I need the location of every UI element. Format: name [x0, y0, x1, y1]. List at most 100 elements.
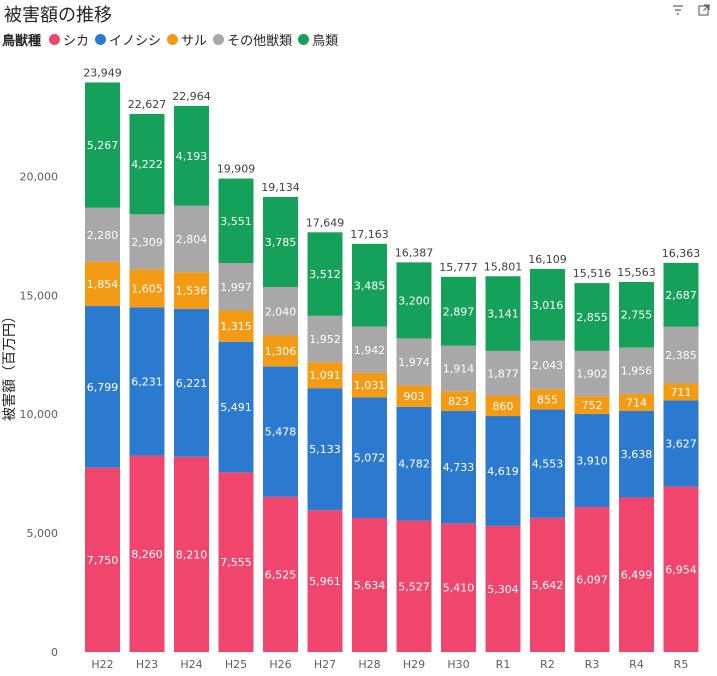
data-label: 6,954: [665, 563, 697, 576]
bar-segment: [218, 263, 254, 311]
bar-segment: [218, 178, 254, 264]
bar-segment: [352, 397, 387, 519]
bar-segment: [352, 243, 387, 327]
chart-header: 被害額の推移: [0, 0, 717, 28]
data-label: 1,877: [487, 367, 519, 380]
legend-marker-birds: [298, 33, 310, 45]
data-label: 5,634: [354, 579, 386, 592]
data-label: 1,306: [265, 345, 297, 358]
legend-title: 鳥獣種: [2, 33, 42, 49]
data-label: 6,221: [176, 377, 208, 390]
bar-segment: [352, 372, 387, 398]
bar-segment: [129, 455, 165, 652]
total-label: 23,949: [83, 66, 122, 79]
data-label: 5,267: [87, 139, 119, 152]
bar-segment: [574, 507, 610, 652]
bar-segment: [129, 307, 165, 456]
bar-segment: [263, 496, 298, 652]
data-label: 4,619: [487, 465, 519, 478]
bar-segment: [218, 310, 254, 342]
bar-segment: [574, 350, 610, 397]
bar-segment: [663, 326, 699, 384]
data-label: 3,141: [487, 308, 519, 321]
data-label: 711: [671, 386, 692, 399]
data-label: 7,555: [220, 556, 252, 569]
data-label: 5,491: [220, 401, 252, 414]
data-label: 6,799: [87, 381, 119, 394]
bar-segment: [218, 472, 254, 652]
bar-segment: [530, 517, 565, 652]
bar-segment: [85, 82, 120, 208]
data-label: 3,200: [398, 294, 430, 307]
total-label: 16,109: [528, 253, 567, 266]
focus-mode-icon[interactable]: [697, 3, 711, 17]
data-label: 6,525: [265, 568, 297, 581]
filter-icon[interactable]: [671, 3, 685, 17]
bar-segment: [85, 261, 120, 307]
x-tick-label: R3: [585, 658, 600, 671]
y-axis: 0 5,000 10,000 15,000 20,000: [20, 170, 59, 659]
bar-segment: [530, 389, 565, 410]
y-tick-label: 0: [51, 646, 58, 659]
bar-segment: [263, 366, 298, 497]
total-label: 15,563: [617, 266, 656, 279]
bar-segment: [396, 520, 432, 652]
data-label: 903: [404, 390, 425, 403]
data-label: 1,091: [309, 369, 341, 382]
legend-item-birds[interactable]: 鳥類: [298, 30, 338, 49]
data-label: 5,304: [487, 583, 519, 596]
data-label: 5,072: [354, 452, 386, 465]
y-tick-label: 20,000: [20, 170, 59, 183]
legend-item-inoshishi[interactable]: イノシシ: [95, 30, 161, 49]
total-label: 19,134: [261, 181, 300, 194]
x-tick-label: H26: [269, 658, 291, 671]
bar-segment: [485, 350, 521, 396]
data-label: 3,016: [532, 299, 564, 312]
total-label: 15,516: [573, 267, 612, 280]
total-label: 15,777: [439, 261, 478, 274]
data-label: 1,997: [220, 281, 252, 294]
x-tick-label: H27: [314, 658, 336, 671]
bar-segment: [129, 113, 165, 215]
bar-segment: [619, 347, 654, 394]
data-label: 1,952: [309, 333, 341, 346]
data-label: 3,512: [309, 268, 341, 281]
data-label: 1,956: [621, 365, 653, 378]
legend-item-shika[interactable]: シカ: [49, 30, 89, 49]
bar-segment: [396, 262, 432, 339]
data-label: 4,733: [443, 461, 475, 474]
bar-segment: [85, 306, 120, 468]
bar-segment: [441, 523, 476, 652]
bar-segment: [396, 406, 432, 521]
bar-segment: [663, 383, 699, 401]
x-tick-label: H24: [180, 658, 202, 671]
data-label: 7,750: [87, 554, 119, 567]
bar-segment: [530, 268, 565, 341]
legend-item-saru[interactable]: サル: [167, 30, 207, 49]
legend-label-other-mammals: その他獣類: [227, 33, 293, 49]
data-label: 3,785: [265, 236, 297, 249]
bar-segment: [485, 395, 521, 417]
legend-marker-shika: [49, 33, 61, 45]
bar-segment: [485, 416, 521, 526]
bar-segment: [396, 385, 432, 407]
data-label: 3,910: [576, 455, 608, 468]
data-label: 5,410: [443, 582, 475, 595]
data-label: 6,231: [131, 375, 163, 388]
bar-segment: [218, 341, 254, 473]
data-label: 5,478: [265, 426, 297, 439]
bar-segment: [619, 281, 654, 348]
data-label: 2,040: [265, 305, 297, 318]
legend-item-other-mammals[interactable]: その他獣類: [213, 30, 292, 49]
y-tick-label: 15,000: [20, 289, 59, 302]
data-label: 4,222: [131, 158, 163, 171]
bar-segment: [263, 287, 298, 336]
bar-segment: [174, 456, 209, 652]
data-label: 860: [493, 400, 514, 413]
x-tick-label: H25: [225, 658, 247, 671]
x-tick-label: R5: [674, 658, 689, 671]
data-label: 3,627: [665, 438, 697, 451]
bar-segment: [441, 391, 476, 411]
data-label: 1,854: [87, 278, 119, 291]
